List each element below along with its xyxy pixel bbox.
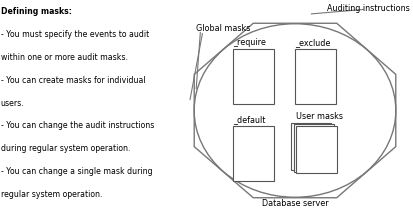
Text: during regular system operation.: during regular system operation. (1, 144, 130, 153)
Text: User masks: User masks (297, 112, 344, 121)
Text: - You can change the audit instructions: - You can change the audit instructions (1, 122, 154, 130)
Text: Database server: Database server (262, 199, 328, 208)
Text: Defining masks:: Defining masks: (1, 7, 71, 16)
Text: regular system operation.: regular system operation. (1, 190, 102, 199)
Bar (295, 49, 336, 104)
Bar (294, 124, 334, 171)
Text: _require: _require (233, 38, 266, 47)
Text: - You must specify the events to audit: - You must specify the events to audit (1, 30, 149, 39)
Text: Auditing instructions: Auditing instructions (328, 4, 410, 13)
Bar (297, 126, 337, 173)
Bar (291, 123, 331, 170)
Text: users.: users. (1, 99, 24, 108)
Text: _exclude: _exclude (295, 38, 330, 47)
Bar (233, 126, 274, 181)
Text: - You can change a single mask during: - You can change a single mask during (1, 167, 152, 176)
Text: within one or more audit masks.: within one or more audit masks. (1, 53, 128, 62)
Bar (233, 49, 274, 104)
Text: Global masks: Global masks (196, 24, 251, 33)
Text: _default: _default (233, 115, 266, 124)
Text: - You can create masks for individual: - You can create masks for individual (1, 76, 145, 85)
